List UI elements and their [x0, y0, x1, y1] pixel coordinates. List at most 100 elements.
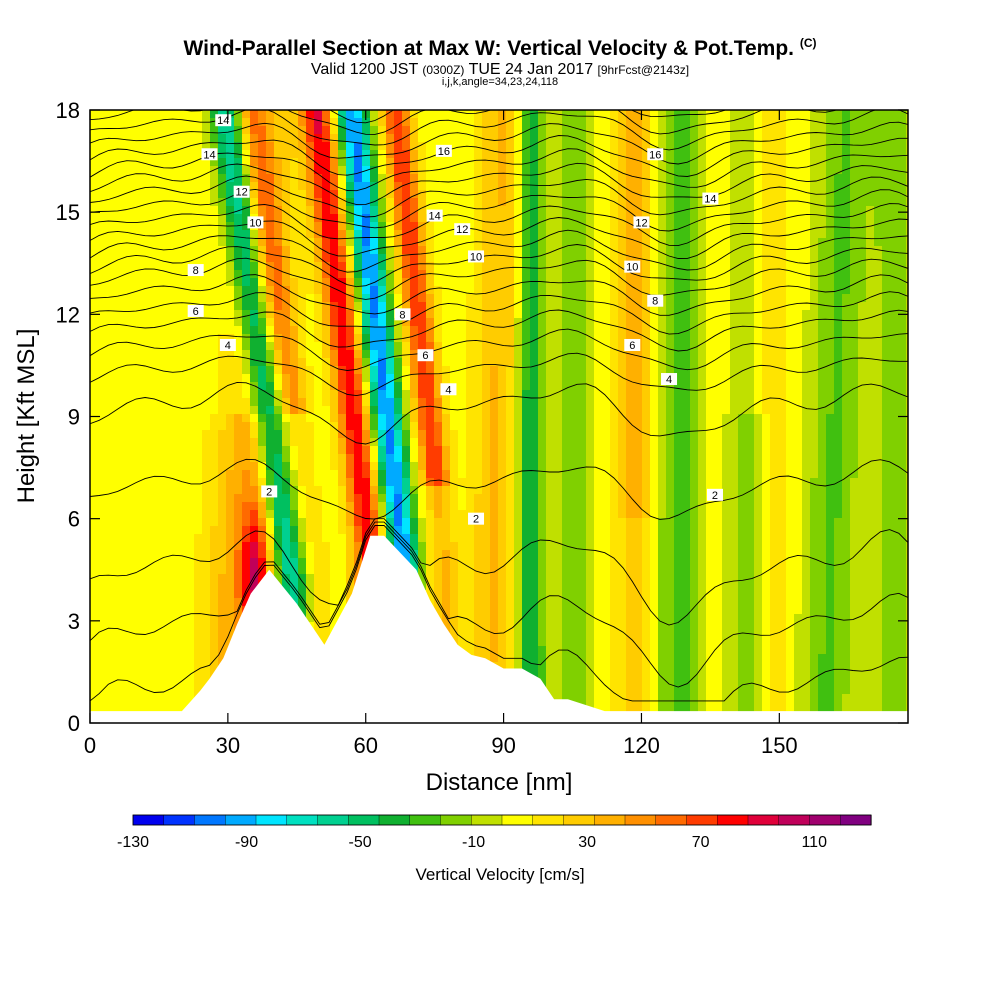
field-cell	[794, 310, 803, 319]
field-cell	[674, 478, 683, 487]
field-cell	[722, 278, 731, 287]
field-cell	[682, 142, 691, 151]
field-cell	[906, 294, 908, 303]
field-cell	[170, 414, 179, 423]
field-cell	[162, 358, 171, 367]
field-cell	[674, 374, 683, 383]
field-cell	[90, 254, 99, 263]
field-cell	[298, 446, 307, 455]
field-cell	[274, 326, 283, 335]
field-cell	[906, 158, 908, 167]
field-cell	[378, 486, 387, 495]
field-cell	[290, 230, 299, 239]
field-cell	[618, 262, 627, 271]
field-cell	[282, 110, 291, 119]
field-cell	[98, 446, 107, 455]
field-cell	[378, 318, 387, 327]
field-cell	[466, 294, 475, 303]
field-cell	[338, 110, 347, 119]
field-cell	[778, 174, 787, 183]
field-cell	[586, 486, 595, 495]
field-cell	[562, 470, 571, 479]
field-cell	[370, 310, 379, 319]
field-cell	[162, 366, 171, 375]
field-cell	[546, 446, 555, 455]
field-cell	[290, 414, 299, 423]
field-cell	[594, 406, 603, 415]
field-cell	[562, 198, 571, 207]
field-cell	[610, 166, 619, 175]
field-cell	[450, 486, 459, 495]
field-cell	[770, 350, 779, 359]
field-cell	[690, 238, 699, 247]
field-cell	[746, 110, 755, 119]
field-cell	[186, 294, 195, 303]
field-cell	[162, 422, 171, 431]
field-cell	[338, 358, 347, 367]
field-cell	[386, 462, 395, 471]
field-cell	[514, 302, 523, 311]
field-cell	[874, 182, 883, 191]
field-cell	[570, 150, 579, 159]
field-cell	[306, 470, 315, 479]
field-cell	[138, 430, 147, 439]
field-cell	[434, 382, 443, 391]
field-cell	[498, 350, 507, 359]
field-cell	[834, 222, 843, 231]
field-cell	[642, 238, 651, 247]
field-cell	[714, 422, 723, 431]
field-cell	[698, 382, 707, 391]
field-cell	[186, 430, 195, 439]
field-cell	[202, 486, 211, 495]
field-cell	[306, 238, 315, 247]
field-cell	[642, 206, 651, 215]
field-cell	[530, 190, 539, 199]
field-cell	[410, 470, 419, 479]
field-cell	[850, 110, 859, 119]
field-cell	[490, 118, 499, 127]
field-cell	[386, 110, 395, 119]
field-cell	[738, 182, 747, 191]
field-cell	[570, 310, 579, 319]
field-cell	[474, 222, 483, 231]
field-cell	[282, 454, 291, 463]
field-cell	[162, 406, 171, 415]
field-cell	[714, 222, 723, 231]
field-cell	[490, 398, 499, 407]
field-cell	[618, 366, 627, 375]
field-cell	[810, 438, 819, 447]
field-cell	[290, 398, 299, 407]
field-cell	[282, 422, 291, 431]
field-cell	[778, 350, 787, 359]
field-cell	[450, 374, 459, 383]
field-cell	[602, 406, 611, 415]
field-cell	[450, 206, 459, 215]
field-cell	[866, 350, 875, 359]
field-cell	[770, 334, 779, 343]
field-cell	[410, 390, 419, 399]
field-cell	[682, 302, 691, 311]
field-cell	[330, 486, 339, 495]
field-cell	[690, 478, 699, 487]
field-cell	[698, 126, 707, 135]
field-cell	[826, 454, 835, 463]
field-cell	[346, 422, 355, 431]
field-cell	[218, 310, 227, 319]
field-cell	[850, 206, 859, 215]
field-cell	[722, 374, 731, 383]
field-cell	[226, 246, 235, 255]
field-cell	[770, 118, 779, 127]
field-cell	[794, 374, 803, 383]
field-cell	[562, 462, 571, 471]
field-cell	[290, 302, 299, 311]
field-cell	[594, 222, 603, 231]
field-cell	[330, 446, 339, 455]
field-cell	[290, 438, 299, 447]
field-cell	[642, 342, 651, 351]
field-cell	[618, 302, 627, 311]
field-cell	[98, 182, 107, 191]
field-cell	[202, 206, 211, 215]
field-cell	[290, 326, 299, 335]
field-cell	[186, 198, 195, 207]
field-cell	[114, 374, 123, 383]
